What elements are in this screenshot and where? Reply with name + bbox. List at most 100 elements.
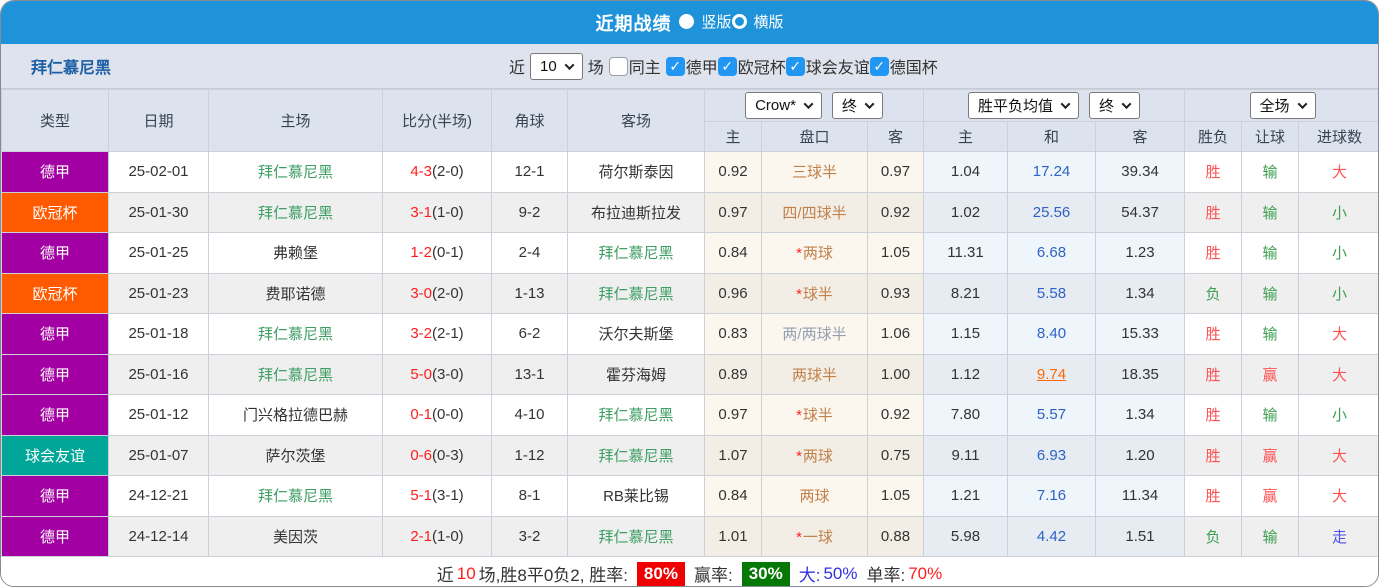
wdl-time-select[interactable]: 终 xyxy=(1089,92,1141,119)
ah-home-odds: 0.96 xyxy=(704,272,762,314)
summary-bar: 近 10 场,胜8平0负2, 胜率: 80% 赢率: 30% 大: 50% 单率: 70… xyxy=(1,557,1378,586)
league-badge: 欧冠杯 xyxy=(1,191,109,233)
result-handicap: 输 xyxy=(1241,313,1300,355)
league-checkbox[interactable]: ✓ xyxy=(717,56,737,76)
match-row: 德甲 24-12-21 拜仁慕尼黑 5-1(3-1) 8-1 RB莱比锡 0.84 两球 1.0… xyxy=(1,475,1378,517)
team-name-label: 拜仁慕尼黑 xyxy=(31,60,112,77)
result-goals: 大 xyxy=(1298,353,1378,395)
chevron-down-icon xyxy=(803,99,814,110)
ah-away-odds: 1.06 xyxy=(866,313,925,355)
league-filter-德国杯[interactable]: ✓ 德国杯 xyxy=(869,54,938,78)
radio-label: 竖版 xyxy=(701,14,732,31)
lose-odds: 18.35 xyxy=(1095,353,1186,395)
sub-header-ah-away: 客 xyxy=(866,121,925,152)
result-handicap: 输 xyxy=(1241,515,1300,557)
result-wl: 胜 xyxy=(1184,475,1243,517)
title-bar: 近期战绩 竖版 横版 xyxy=(1,1,1378,44)
score-cell: 0-1(0-0) xyxy=(382,394,492,436)
league-badge: 德甲 xyxy=(1,515,109,557)
draw-odds: 8.40 xyxy=(1007,313,1097,355)
win-odds: 8.21 xyxy=(923,272,1009,314)
col-header-date: 日期 xyxy=(108,89,209,152)
result-goals: 小 xyxy=(1298,191,1378,233)
lose-odds: 39.34 xyxy=(1095,151,1186,193)
result-wl: 负 xyxy=(1184,515,1243,557)
odds-company-select[interactable]: Crow* xyxy=(745,92,822,119)
win-odds: 5.98 xyxy=(923,515,1009,557)
match-date: 25-01-07 xyxy=(108,434,209,476)
filter-controls: 近 10 场 同主 ✓ 德甲 ✓ 欧冠杯 ✓ 球会友谊 ✓ 德国杯 xyxy=(509,44,938,88)
away-team: 拜仁慕尼黑 xyxy=(567,272,705,314)
sub-header-goals: 进球数 xyxy=(1298,121,1378,152)
home-team: 费耶诺德 xyxy=(208,272,383,314)
wdl-source-value: 胜平负均值 xyxy=(978,98,1054,115)
lose-odds: 11.34 xyxy=(1095,475,1186,517)
ah-away-odds: 1.05 xyxy=(866,475,925,517)
match-row: 德甲 24-12-14 美因茨 2-1(1-0) 3-2 拜仁慕尼黑 1.01 *一球 0.88… xyxy=(1,515,1378,557)
result-wl: 胜 xyxy=(1184,434,1243,476)
away-team: 霍芬海姆 xyxy=(567,353,705,395)
ah-home-odds: 0.97 xyxy=(704,394,762,436)
home-team: 拜仁慕尼黑 xyxy=(208,191,383,233)
same-home-checkbox[interactable] xyxy=(608,56,628,76)
sub-header-lose: 客 xyxy=(1095,121,1186,152)
ah-home-odds: 0.83 xyxy=(704,313,762,355)
sub-header-handicap-result: 让球 xyxy=(1241,121,1300,152)
same-home-filter[interactable]: 同主 xyxy=(608,54,661,78)
result-goals: 小 xyxy=(1298,272,1378,314)
league-checkbox[interactable]: ✓ xyxy=(785,56,805,76)
league-filter-球会友谊[interactable]: ✓ 球会友谊 xyxy=(785,54,870,78)
ah-home-odds: 0.97 xyxy=(704,191,762,233)
summary-text: 场,胜8平0负2, 胜率: xyxy=(478,566,628,585)
table-header-row-1: 类型 日期 主场 比分(半场) 角球 客场 Crow* 终 xyxy=(1,89,1378,152)
wdl-time-value: 终 xyxy=(1099,98,1115,115)
draw-odds[interactable]: 9.74 xyxy=(1007,353,1097,395)
scope-select[interactable]: 全场 xyxy=(1249,92,1316,119)
result-goals: 走 xyxy=(1298,515,1378,557)
big-rate: 50% xyxy=(823,563,858,583)
draw-odds: 17.24 xyxy=(1007,151,1097,193)
win-odds: 1.02 xyxy=(923,191,1009,233)
away-team: 拜仁慕尼黑 xyxy=(567,394,705,436)
ah-home-odds: 0.84 xyxy=(704,475,762,517)
match-count-select[interactable]: 10 xyxy=(530,52,583,80)
result-handicap: 赢 xyxy=(1241,353,1300,395)
result-goals: 大 xyxy=(1298,475,1378,517)
result-wl: 胜 xyxy=(1184,353,1243,395)
big-label: 大: xyxy=(798,566,821,585)
league-label: 德国杯 xyxy=(889,60,938,77)
results-table: 类型 日期 主场 比分(半场) 角球 客场 Crow* 终 xyxy=(1,89,1378,557)
ah-away-odds: 0.75 xyxy=(866,434,925,476)
corners-cell: 4-10 xyxy=(491,394,568,436)
away-team: 拜仁慕尼黑 xyxy=(567,434,705,476)
layout-radio-option[interactable]: 横版 xyxy=(731,11,784,32)
single-rate: 70% xyxy=(908,563,943,583)
result-handicap: 输 xyxy=(1241,151,1300,193)
radio-icon[interactable] xyxy=(679,14,695,29)
radio-icon[interactable] xyxy=(731,14,747,29)
filter-bar: 拜仁慕尼黑 近 10 场 同主 ✓ 德甲 ✓ 欧冠杯 ✓ 球会友谊 ✓ 德国杯 xyxy=(1,44,1378,89)
league-badge: 德甲 xyxy=(1,394,109,436)
league-filter-德甲[interactable]: ✓ 德甲 xyxy=(665,54,718,78)
lose-odds: 1.51 xyxy=(1095,515,1186,557)
league-label: 德甲 xyxy=(685,60,718,77)
league-checkbox[interactable]: ✓ xyxy=(869,56,889,76)
win-odds-label: 赢率: xyxy=(693,566,733,585)
win-odds-badge: 30% xyxy=(741,561,790,586)
corners-cell: 9-2 xyxy=(491,191,568,233)
wdl-source-select[interactable]: 胜平负均值 xyxy=(968,92,1080,119)
layout-radio-selected[interactable]: 竖版 xyxy=(679,11,732,32)
league-label: 欧冠杯 xyxy=(737,60,786,77)
layout-radio-group: 竖版 横版 xyxy=(679,11,784,34)
league-badge: 德甲 xyxy=(1,151,109,193)
league-badge: 德甲 xyxy=(1,313,109,355)
home-team: 门兴格拉德巴赫 xyxy=(208,394,383,436)
draw-odds: 5.58 xyxy=(1007,272,1097,314)
league-filter-欧冠杯[interactable]: ✓ 欧冠杯 xyxy=(717,54,786,78)
col-header-corners: 角球 xyxy=(491,89,568,152)
league-checkbox[interactable]: ✓ xyxy=(665,56,685,76)
odds-time-select[interactable]: 终 xyxy=(831,92,883,119)
result-wl: 胜 xyxy=(1184,191,1243,233)
home-team: 弗赖堡 xyxy=(208,232,383,274)
result-goals: 小 xyxy=(1298,232,1378,274)
